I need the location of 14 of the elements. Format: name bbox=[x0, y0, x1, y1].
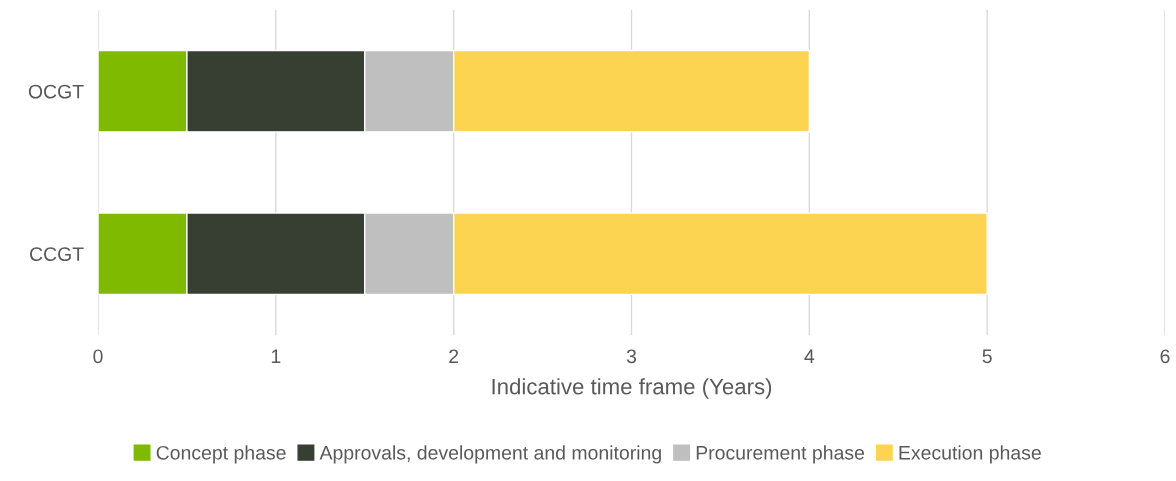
x-tick-label: 1 bbox=[271, 349, 281, 363]
y-tick-label: OCGT bbox=[28, 84, 84, 99]
legend-label: Procurement phase bbox=[696, 445, 865, 464]
legend-label: Approvals, development and monitoring bbox=[319, 445, 661, 464]
legend-label: Execution phase bbox=[899, 445, 1041, 464]
x-tick-label: 5 bbox=[982, 349, 992, 364]
x-tick-label: 4 bbox=[804, 349, 815, 363]
x-tick-label: 3 bbox=[626, 349, 637, 364]
x-tick-label: 0 bbox=[93, 349, 103, 364]
y-tick-label: CCGT bbox=[30, 247, 84, 261]
x-axis-title: Indicative time frame (Years) bbox=[492, 378, 772, 399]
x-tick-label: 2 bbox=[449, 349, 459, 363]
x-tick-label: 6 bbox=[1160, 349, 1170, 364]
legend-label: Concept phase bbox=[156, 445, 286, 464]
